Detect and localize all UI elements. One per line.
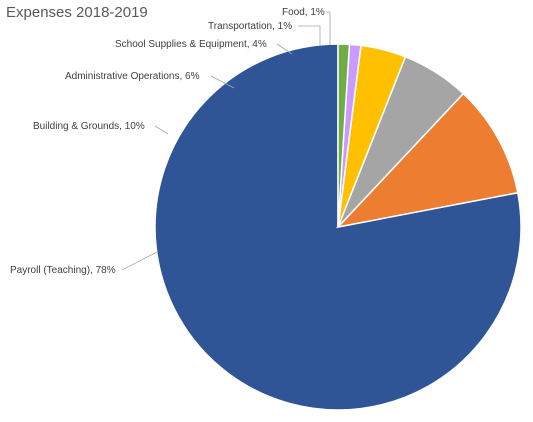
leader-line xyxy=(210,75,235,89)
slice-label: Food, 1% xyxy=(282,7,325,18)
slice-label: Payroll (Teaching), 78% xyxy=(10,265,116,276)
leader-line xyxy=(276,43,293,55)
pie-slice-payroll-teaching xyxy=(154,43,522,411)
leader-line xyxy=(154,125,169,135)
chart-title: Expenses 2018-2019 xyxy=(6,4,148,21)
slice-label: School Supplies & Equipment, 4% xyxy=(115,39,267,50)
pie-slice-building-grounds xyxy=(335,92,519,229)
leader-line xyxy=(121,251,158,271)
pie-slices xyxy=(154,43,522,411)
slice-label: Administrative Operations, 6% xyxy=(65,71,200,82)
leader-line xyxy=(298,25,321,45)
label-leader-lines xyxy=(121,11,331,271)
slice-label: Building & Grounds, 10% xyxy=(33,121,145,132)
pie-slice-food xyxy=(337,43,351,228)
slice-labels: Payroll (Teaching), 78% Building & Ground… xyxy=(10,7,325,276)
leader-line xyxy=(326,11,331,45)
slice-label: Transportation, 1% xyxy=(208,21,292,32)
